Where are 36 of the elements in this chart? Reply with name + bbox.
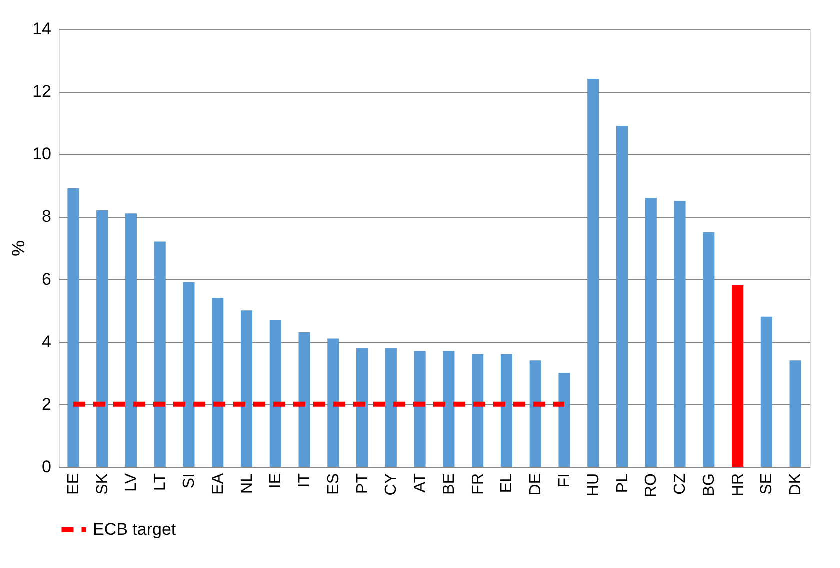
x-tick-label: PT bbox=[354, 473, 372, 494]
y-tick-label: 0 bbox=[42, 458, 52, 476]
x-tick-label: CZ bbox=[672, 473, 690, 495]
x-tick-label: NL bbox=[238, 473, 256, 494]
x-tick-label: BE bbox=[440, 474, 458, 495]
x-tick-label: EE bbox=[65, 474, 82, 495]
x-tick-label: SE bbox=[758, 474, 776, 495]
x-tick-label: EL bbox=[498, 473, 516, 494]
x-tick-label: CY bbox=[383, 473, 400, 496]
y-tick-label: 4 bbox=[42, 332, 52, 352]
x-tick-label: LV bbox=[123, 473, 140, 492]
x-tick-label: RO bbox=[643, 474, 660, 498]
x-tick-label: FR bbox=[470, 474, 487, 495]
y-tick-label: 8 bbox=[42, 207, 52, 226]
x-tick-label: IT bbox=[296, 473, 314, 488]
y-tick-label: 12 bbox=[32, 82, 52, 102]
y-tick-label: 10 bbox=[32, 144, 52, 164]
x-tick-label: DE bbox=[528, 474, 545, 496]
x-tick-label: ES bbox=[325, 474, 342, 495]
x-tick-label: EA bbox=[210, 473, 227, 495]
legend-label: ECB target bbox=[93, 520, 176, 539]
x-tick-label: HU bbox=[585, 474, 602, 497]
x-tick-label: DK bbox=[788, 473, 805, 496]
x-tick-label: SK bbox=[94, 473, 112, 495]
y-axis-title: % bbox=[8, 240, 29, 257]
y-tick-label: 2 bbox=[42, 394, 52, 414]
x-tick-label: PL bbox=[614, 473, 632, 494]
y-tick-label: 14 bbox=[32, 20, 52, 38]
x-tick-label: IE bbox=[268, 474, 285, 489]
x-tick-label: HR bbox=[730, 474, 747, 497]
x-tick-label: SI bbox=[180, 474, 198, 489]
y-tick-label: 6 bbox=[42, 270, 52, 289]
x-tick-label: AT bbox=[412, 473, 430, 493]
x-tick-label: FI bbox=[556, 474, 574, 488]
x-tick-label: LT bbox=[152, 473, 170, 491]
x-tick-label: BG bbox=[700, 474, 718, 497]
